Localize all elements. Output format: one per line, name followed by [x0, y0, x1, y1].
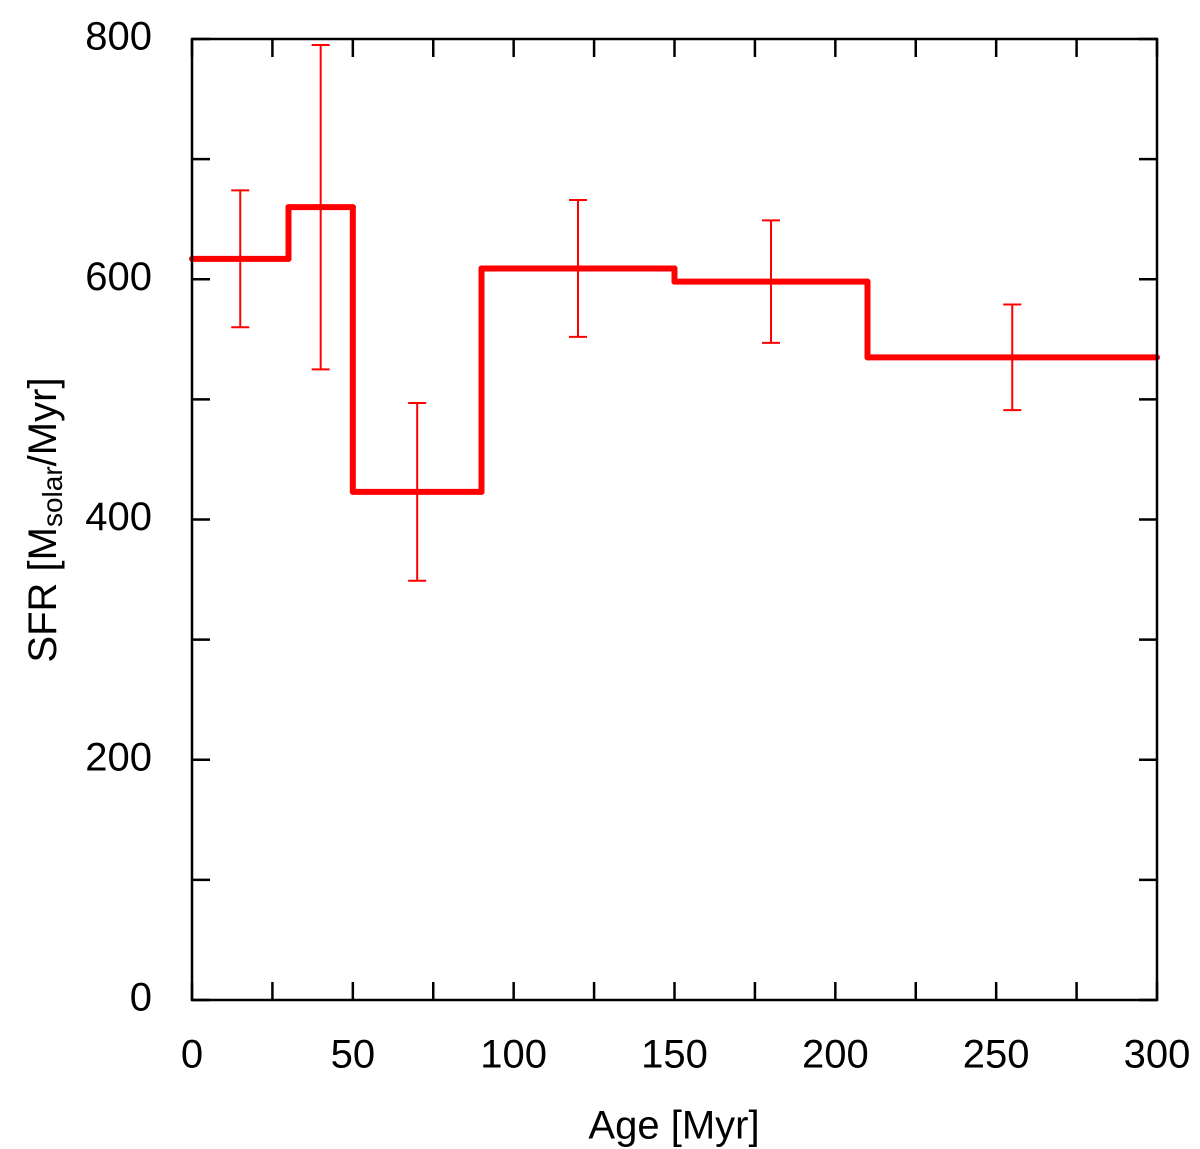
y-tick-label: 800 [85, 15, 152, 59]
x-axis-label: Age [Myr] [588, 1104, 759, 1148]
x-tick-label: 250 [963, 1033, 1030, 1077]
y-axis-label-sub: solar [37, 466, 68, 527]
x-tick-label: 50 [331, 1033, 376, 1077]
y-tick-label: 400 [85, 495, 152, 539]
x-tick-label: 200 [802, 1033, 869, 1077]
x-tick-label: 0 [181, 1033, 203, 1077]
y-tick-label: 0 [130, 976, 152, 1020]
x-tick-label: 150 [641, 1033, 708, 1077]
y-axis-label-main: SFR [M [21, 527, 65, 663]
y-axis-label: SFR [Msolar/Myr] [21, 377, 69, 662]
x-tick-label: 100 [480, 1033, 547, 1077]
y-axis-label-tail: /Myr] [21, 377, 65, 466]
plot-frame [190, 37, 1159, 1002]
y-tick-label: 600 [85, 255, 152, 299]
x-tick-label: 300 [1124, 1033, 1191, 1077]
y-tick-label: 200 [85, 735, 152, 779]
